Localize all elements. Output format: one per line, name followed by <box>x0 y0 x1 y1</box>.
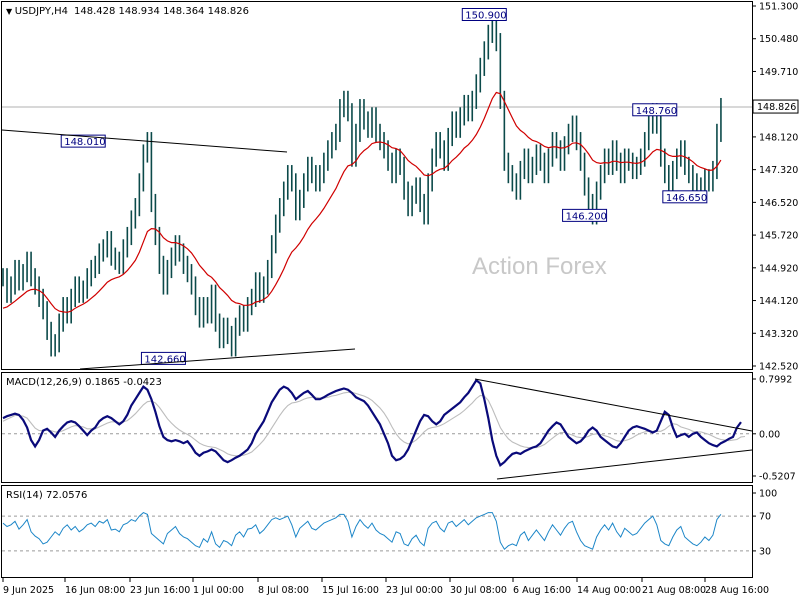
x-axis-tick-label: 16 Jun 08:00 <box>65 585 125 596</box>
ohlc-values: 148.428 148.934 148.364 148.826 <box>74 6 249 17</box>
x-axis-tick-label: 8 Jul 08:00 <box>258 585 309 596</box>
x-axis-tick-label: 23 Jun 16:00 <box>130 585 190 596</box>
moving-average-line <box>2 91 722 313</box>
price-annotation-box <box>662 190 708 204</box>
watermark: Action Forex <box>472 253 607 280</box>
price-axis-tick-label: 149.710 <box>759 67 798 78</box>
macd-header: MACD(12,26,9) 0.1865 -0.0423 <box>6 377 162 388</box>
x-axis-tick-label: 6 Aug 16:00 <box>513 585 571 596</box>
macd-line <box>2 378 742 468</box>
price-annotation-box <box>562 208 608 222</box>
x-axis-tick-label: 14 Aug 00:00 <box>577 585 641 596</box>
price-axis-tick-label: 146.520 <box>759 198 798 209</box>
price-axis-tick-label: 144.920 <box>759 263 798 274</box>
price-axis-tick-label: 147.320 <box>759 165 798 176</box>
x-axis-tick-label: 9 Jun 2025 <box>3 585 54 596</box>
price-axis-tick-label: 148.120 <box>759 132 798 143</box>
pane-symbol-arrow: ▼ <box>6 7 15 16</box>
macd-trendline-lower <box>496 449 753 480</box>
rsi-axis-tick-label: 100 <box>759 489 777 500</box>
price-annotation-label: 150.900 <box>465 11 506 22</box>
price-annotation-box <box>140 351 186 365</box>
price-annotation-label: 146.650 <box>666 193 707 204</box>
x-axis-tick-label: 30 Jul 08:00 <box>450 585 507 596</box>
price-annotation-label: 142.660 <box>144 354 185 365</box>
price-annotation-box <box>461 8 507 21</box>
price-pane-frame <box>1 1 753 370</box>
macd-axis-tick-label: -0.5207 <box>759 472 796 483</box>
price-annotation-box <box>632 103 678 117</box>
price-axis-tick-label: 143.320 <box>759 329 798 340</box>
price-annotation-label: 146.200 <box>566 211 607 222</box>
macd-trendline-upper <box>474 378 753 432</box>
rsi-axis-tick-label: 30 <box>759 546 771 557</box>
rsi-header: RSI(14) 72.0576 <box>6 490 87 501</box>
price-axis-tick-label: 151.300 <box>759 2 798 13</box>
rsi-axis-tick-label: 70 <box>759 512 771 523</box>
price-axis-tick-label: 150.480 <box>759 34 798 45</box>
price-axis-tick-label: 142.520 <box>759 362 798 373</box>
x-axis-tick-label: 15 Jul 16:00 <box>322 585 379 596</box>
macd-axis-tick-label: 0.7992 <box>759 375 792 386</box>
x-axis-tick-label: 1 Jul 00:00 <box>193 585 244 596</box>
price-trendline-upper <box>1 129 288 153</box>
rsi-layer <box>2 512 752 552</box>
price-layer: 148.010 142.660 150.900 146.200 148.760 146.6… <box>2 8 752 365</box>
x-axis-tick-label: 23 Jul 00:00 <box>386 585 443 596</box>
price-annotation-label: 148.760 <box>636 106 677 117</box>
rsi-line <box>2 512 722 550</box>
price-axis-tick-label: 145.720 <box>759 231 798 242</box>
price-annotation-box <box>60 134 106 148</box>
current-price-badge <box>752 99 799 114</box>
price-trendline-lower <box>79 348 356 370</box>
price-axis-tick-label: 144.120 <box>759 296 798 307</box>
current-price-label: 148.826 <box>757 102 796 113</box>
price-annotation-label: 148.010 <box>64 137 105 148</box>
x-axis-tick-label: 21 Aug 08:00 <box>642 585 706 596</box>
symbol-label: USDJPY,H4 <box>15 6 68 17</box>
macd-axis-tick-label: 0.00 <box>759 429 780 440</box>
x-axis-tick-label: 28 Aug 16:00 <box>705 585 769 596</box>
macd-layer <box>2 378 752 468</box>
